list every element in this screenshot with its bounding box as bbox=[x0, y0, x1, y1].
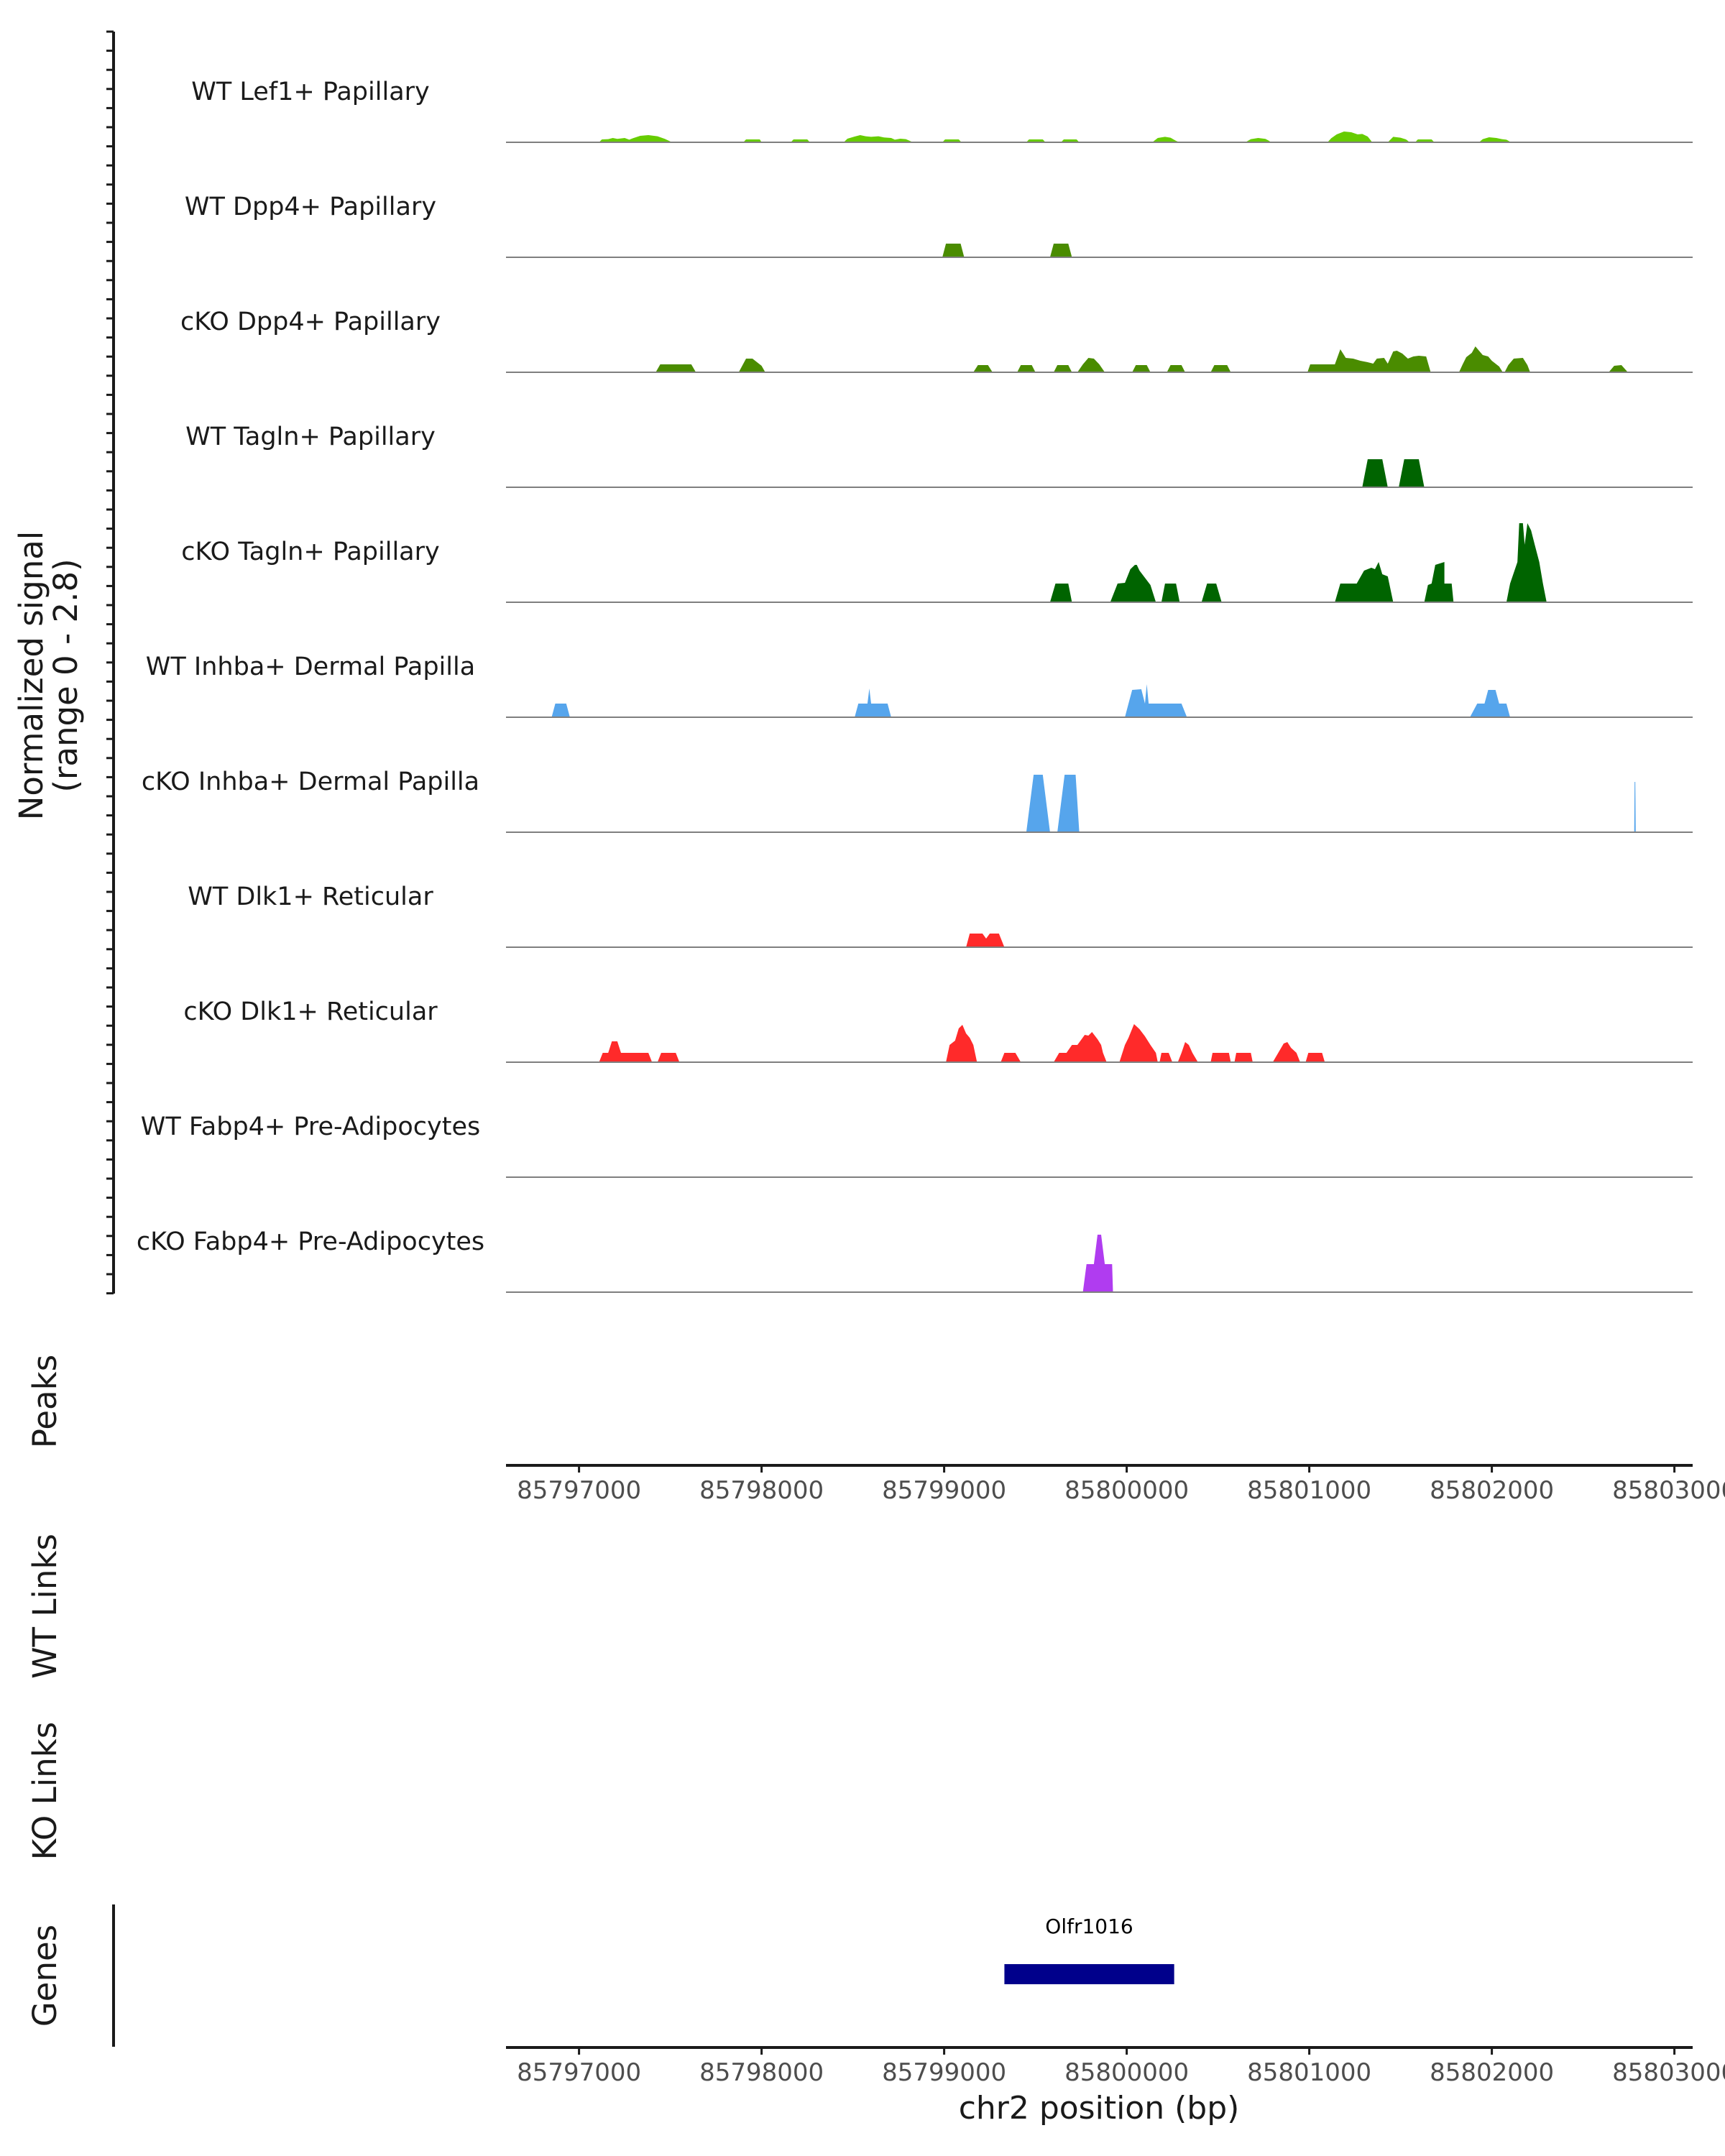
gene-label: Olfr1016 bbox=[1045, 1915, 1133, 1938]
x-tick-label: 85797000 bbox=[517, 2058, 641, 2087]
x-tick-label: 85802000 bbox=[1430, 1476, 1554, 1505]
track: WT Tagln+ Papillary bbox=[185, 423, 1693, 488]
signal-y-axis-ticks bbox=[106, 30, 114, 1295]
genes-x-axis-ticks: 85797000 85798000 85799000 85800000 85801000… bbox=[517, 2047, 1725, 2087]
track-label: cKO Tagln+ Papillary bbox=[181, 538, 440, 566]
track: cKO Dpp4+ Papillary bbox=[180, 308, 1693, 373]
peaks-x-axis-ticks: 85797000 85798000 85799000 85800000 85801000… bbox=[517, 1465, 1725, 1505]
track: cKO Inhba+ Dermal Papilla bbox=[142, 768, 1693, 833]
track-label: WT Lef1+ Papillary bbox=[191, 78, 430, 106]
track: cKO Fabp4+ Pre-Adipocytes bbox=[137, 1227, 1693, 1293]
track: WT Inhba+ Dermal Papilla bbox=[146, 653, 1693, 718]
coverage-area bbox=[1049, 523, 1547, 602]
track-label: cKO Inhba+ Dermal Papilla bbox=[142, 768, 479, 796]
genes-panel-title: Genes bbox=[26, 1925, 64, 2027]
coverage-tracks: WT Lef1+ Papillary WT Dpp4+ Papillary cKO … bbox=[137, 78, 1693, 1293]
track-label: WT Fabp4+ Pre-Adipocytes bbox=[141, 1112, 480, 1141]
track-label: WT Inhba+ Dermal Papilla bbox=[146, 653, 475, 681]
gene-body bbox=[1004, 1964, 1174, 1984]
coverage-area bbox=[1026, 775, 1636, 832]
track: cKO Tagln+ Papillary bbox=[181, 523, 1693, 603]
wt-links-panel-title: WT Links bbox=[26, 1534, 64, 1679]
ko-links-panel-title: KO Links bbox=[26, 1722, 64, 1860]
coverage-area bbox=[942, 244, 1072, 257]
x-tick-label: 85800000 bbox=[1064, 2058, 1189, 2087]
x-tick-label: 85799000 bbox=[882, 1476, 1006, 1505]
x-tick-label: 85801000 bbox=[1247, 2058, 1371, 2087]
coverage-area bbox=[599, 1024, 1325, 1062]
x-tick-label: 85798000 bbox=[699, 1476, 824, 1505]
track: WT Lef1+ Papillary bbox=[191, 78, 1693, 143]
gene-track: Olfr1016 bbox=[1004, 1915, 1174, 1984]
track-label: cKO Dpp4+ Papillary bbox=[180, 308, 441, 336]
x-tick-label: 85803000 bbox=[1612, 1476, 1725, 1505]
track: WT Dlk1+ Reticular bbox=[188, 883, 1693, 948]
track: cKO Dlk1+ Reticular bbox=[183, 998, 1693, 1063]
track: WT Dpp4+ Papillary bbox=[185, 193, 1693, 258]
track: WT Fabp4+ Pre-Adipocytes bbox=[141, 1112, 1693, 1178]
x-tick-label: 85801000 bbox=[1247, 1476, 1371, 1505]
x-tick-label: 85802000 bbox=[1430, 2058, 1554, 2087]
track-label: WT Dpp4+ Papillary bbox=[185, 193, 436, 221]
x-tick-label: 85797000 bbox=[517, 1476, 641, 1505]
track-label: cKO Fabp4+ Pre-Adipocytes bbox=[137, 1227, 484, 1256]
coverage-area bbox=[656, 346, 1628, 372]
coverage-area bbox=[966, 934, 1005, 947]
x-tick-label: 85798000 bbox=[699, 2058, 824, 2087]
x-tick-label: 85800000 bbox=[1064, 1476, 1189, 1505]
coverage-area bbox=[551, 684, 1510, 717]
y-axis-title-line-2: (range 0 - 2.8) bbox=[47, 558, 85, 792]
x-tick-label: 85803000 bbox=[1612, 2058, 1725, 2087]
coverage-area bbox=[599, 132, 1512, 142]
y-axis-title-line-1: Normalized signal bbox=[12, 531, 50, 821]
coverage-area bbox=[1362, 459, 1425, 487]
peaks-panel-title: Peaks bbox=[26, 1355, 64, 1448]
x-tick-label: 85799000 bbox=[882, 2058, 1006, 2087]
coverage-area bbox=[1082, 1235, 1113, 1292]
track-label: cKO Dlk1+ Reticular bbox=[183, 998, 438, 1026]
x-axis-title: chr2 position (bp) bbox=[959, 2090, 1240, 2127]
track-label: WT Dlk1+ Reticular bbox=[188, 883, 433, 911]
track-label: WT Tagln+ Papillary bbox=[185, 423, 436, 451]
